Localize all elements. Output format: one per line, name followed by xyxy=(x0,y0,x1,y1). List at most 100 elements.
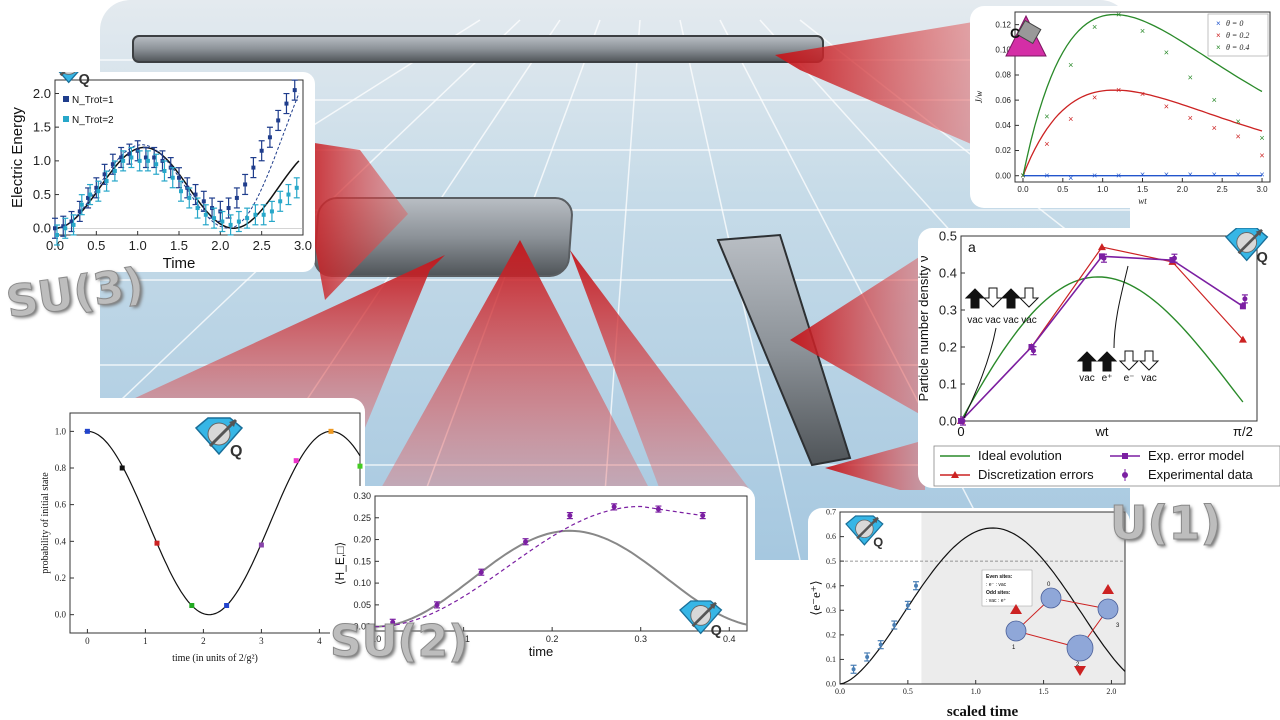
data-point: × xyxy=(1140,89,1145,99)
data-point xyxy=(278,199,283,204)
y-tick-label: 0.1 xyxy=(939,376,957,391)
lattice-site xyxy=(1040,587,1062,609)
down-arrow-icon xyxy=(1138,350,1160,371)
beam-u1 xyxy=(825,440,925,490)
y-axis-label: ⟨H_E,□⟩ xyxy=(333,542,347,585)
q-logo-icon: Q xyxy=(679,600,723,639)
down-arrow-icon xyxy=(1074,666,1086,676)
panel-hamiltonian: 0.0 0.1 0.2 0.3 0.4 0.00 0.05 0.10 0.15 0.20 0.25 0… xyxy=(330,486,755,720)
data-point xyxy=(121,158,126,163)
data-point: × xyxy=(1235,117,1240,127)
beam-su3 xyxy=(295,140,408,300)
y-tick-label: 0.8 xyxy=(55,463,67,473)
q-logo-icon: Q xyxy=(1225,228,1269,266)
data-point: × xyxy=(1235,132,1240,142)
up-arrow-icon xyxy=(1010,604,1022,614)
data-point: × xyxy=(1068,60,1073,70)
y-tick-label: 0.3 xyxy=(939,302,957,317)
discretization-marker xyxy=(1238,335,1247,343)
data-point: × xyxy=(1259,151,1264,161)
legend-label: Experimental data xyxy=(1148,467,1254,482)
inset-legend xyxy=(981,569,1033,607)
beam-ham xyxy=(380,240,650,490)
data-point xyxy=(94,185,99,190)
panel-particle-density: 0.0 0.1 0.2 0.3 0.4 0.5 0 π/2 wt Particle number … xyxy=(918,228,1280,488)
x-tick-label: 1 xyxy=(143,636,148,646)
x-tick-label: 0 xyxy=(85,636,90,646)
ideal-curve xyxy=(960,276,1244,422)
x-tick-label: 0 xyxy=(957,424,964,439)
data-point xyxy=(851,667,856,672)
discretization-line xyxy=(960,246,1244,422)
data-point xyxy=(914,583,918,588)
data-point xyxy=(357,463,363,469)
y-tick-label: 0.4 xyxy=(826,581,836,590)
data-point xyxy=(267,135,272,140)
data-point: × xyxy=(1188,113,1193,123)
lattice-site xyxy=(1066,634,1094,662)
y-tick-label: 0.08 xyxy=(995,71,1011,80)
x-tick-label: 2.0 xyxy=(1106,687,1116,696)
inset-odd-title: Odd sites: xyxy=(986,590,1011,596)
state-label: e⁺ xyxy=(1102,373,1113,384)
data-point xyxy=(69,219,74,224)
panel-pair: 0.0 0.5 1.0 1.5 2.0 0.0 0.1 0.2 0.3 0.4 0.5 0.6 0.7 s… xyxy=(808,508,1130,720)
data-point xyxy=(905,603,910,608)
y-tick-label: 0.2 xyxy=(55,573,66,583)
logo-q-letter: Q xyxy=(79,72,90,88)
state-label: vac xyxy=(1003,315,1019,326)
y-tick-label: 0.20 xyxy=(353,535,371,545)
data-point xyxy=(328,428,334,434)
data-point xyxy=(478,569,484,575)
data-point xyxy=(293,458,299,464)
data-point xyxy=(79,202,84,207)
data-point xyxy=(286,192,291,197)
data-point: × xyxy=(1092,93,1097,103)
data-point xyxy=(269,209,274,214)
data-point: × xyxy=(1044,139,1049,149)
x-tick-label: 0.3 xyxy=(634,634,647,644)
beam-prob xyxy=(120,255,445,440)
y-tick-label: 0.02 xyxy=(995,146,1011,155)
chart-probability: 0 1 2 3 4 0.0 0.2 0.4 0.6 0.8 1.0 time (in units of… xyxy=(40,412,363,664)
fit-curve xyxy=(375,505,703,628)
data-point: × xyxy=(1116,171,1121,181)
top-bar xyxy=(132,35,824,63)
legend-label: Exp. error model xyxy=(1148,448,1244,463)
up-arrow-icon xyxy=(1000,288,1022,309)
data-point xyxy=(892,623,897,628)
state-label: vac xyxy=(967,315,983,326)
y-tick-label: 0.0 xyxy=(33,221,51,236)
chart-su3-energy: 0.0 0.5 1.0 1.5 2.0 2.5 3.00.00.51.01.52.0Time… xyxy=(9,72,312,272)
q-logo-icon: Q xyxy=(845,515,884,549)
fit-curve xyxy=(1022,89,1263,176)
x-tick-label: 0.1 xyxy=(457,634,470,644)
data-point xyxy=(71,222,76,227)
spin-arrow-head xyxy=(1255,229,1262,237)
beam-pair xyxy=(570,250,750,490)
data-point xyxy=(700,513,706,519)
data-point xyxy=(253,212,258,217)
y-tick-label: 0.3 xyxy=(826,606,836,615)
x-tick-label: 0.5 xyxy=(1057,185,1069,194)
data-point: × xyxy=(1092,171,1097,181)
y-tick-label: 1.0 xyxy=(55,426,67,436)
x-tick-label: 1.0 xyxy=(1097,185,1109,194)
theory-curve xyxy=(839,527,1126,685)
data-point xyxy=(96,189,101,194)
y-axis-label: probability of initial state xyxy=(40,472,51,574)
data-point xyxy=(86,195,91,200)
sphere-shape xyxy=(207,422,231,446)
x-tick-label: 2 xyxy=(201,636,206,646)
legend-marker xyxy=(63,96,69,102)
label-u1: U(1) xyxy=(1109,496,1222,551)
data-point xyxy=(292,88,297,93)
experimental-point xyxy=(960,418,966,424)
x-axis-label: wt xyxy=(1138,196,1147,206)
logo-q-letter: Q xyxy=(230,443,242,460)
x-tick-label: π/2 xyxy=(1233,424,1253,439)
y-tick-label: 0.5 xyxy=(826,557,836,566)
data-point xyxy=(154,540,160,546)
data-point xyxy=(201,199,206,204)
